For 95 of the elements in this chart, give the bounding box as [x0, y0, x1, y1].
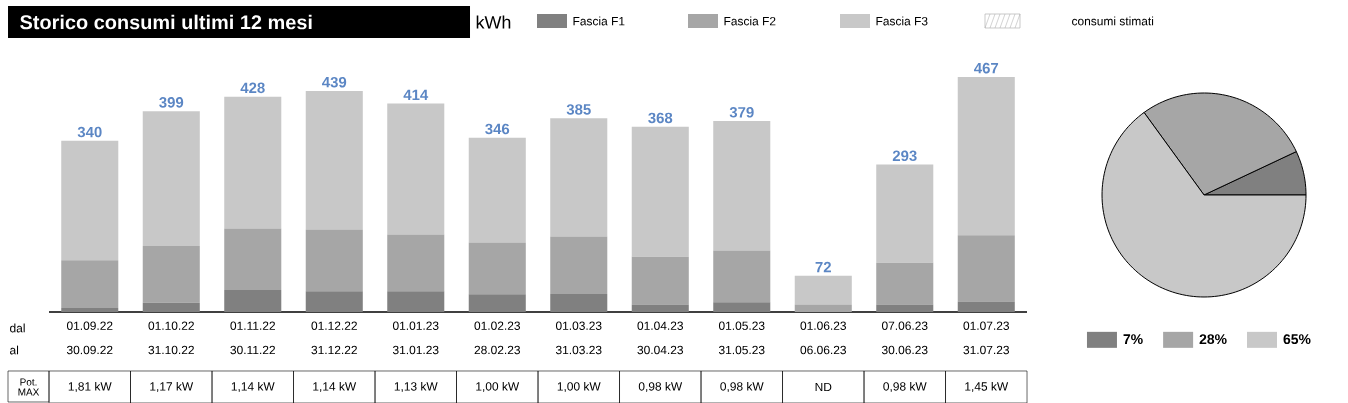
bar: [876, 262, 934, 305]
annotation: 293: [892, 150, 917, 161]
bar: [957, 76, 1015, 236]
legend-label: 7%: [1123, 334, 1143, 344]
annotation: 399: [159, 96, 184, 108]
text: 1,81 kW: [68, 381, 112, 392]
text: ND: [815, 382, 832, 391]
bar: [468, 137, 526, 243]
x-tick-label: 01.09.22: [66, 321, 113, 330]
text: 06.06.23: [800, 345, 847, 355]
text: 0,98 kW: [883, 381, 927, 392]
bar: [876, 304, 934, 312]
bar: [142, 302, 200, 312]
text: 30.09.22: [66, 345, 113, 355]
bar: [224, 289, 282, 312]
text: 31.12.22: [311, 345, 357, 355]
bar: [957, 301, 1015, 312]
bar: [713, 250, 771, 303]
legend-label: 65%: [1283, 334, 1311, 344]
annotation: 346: [485, 123, 510, 135]
x-tick-label: 01.06.23: [800, 321, 847, 330]
bar: [794, 275, 852, 305]
legend-label: Fascia F2: [724, 16, 776, 26]
text: 28.02.23: [474, 345, 521, 355]
annotation: 340: [77, 126, 102, 138]
x-tick-label: 01.12.22: [311, 321, 357, 330]
x-tick-label: 01.05.23: [718, 321, 765, 330]
annotation: 428: [240, 82, 265, 93]
text: al: [10, 345, 19, 355]
text: 0,98 kW: [720, 381, 764, 392]
bar: [61, 260, 119, 308]
x-tick-label: 01.01.23: [392, 321, 439, 330]
bar: [142, 111, 200, 246]
y-axis-title: kWh: [476, 15, 511, 29]
bar: [957, 235, 1015, 302]
text: 31.07.23: [963, 345, 1010, 355]
text: 31.03.23: [555, 345, 602, 355]
annotation: 414: [403, 89, 429, 100]
text: dal: [10, 323, 25, 333]
text: 1,14 kW: [313, 381, 357, 392]
text: 1,45 kW: [965, 381, 1009, 392]
annotation: 439: [322, 76, 347, 88]
text: 1,14 kW: [231, 381, 275, 392]
annotation: 379: [729, 106, 754, 118]
legend-label: Fascia F1: [573, 16, 625, 26]
annotation: 368: [648, 112, 673, 124]
bar: [876, 164, 934, 263]
bar: [224, 96, 282, 229]
bar: [468, 294, 526, 312]
bar: [142, 245, 200, 303]
text: 0,98 kW: [638, 381, 683, 392]
bar: [631, 126, 689, 257]
bar: [387, 234, 445, 292]
bar: [305, 229, 363, 292]
text: 30.06.23: [881, 345, 928, 355]
chart-title: Storico consumi ultimi 12 mesi: [20, 14, 312, 30]
bar: [713, 302, 771, 312]
text: 31.01.23: [392, 345, 439, 355]
bar: [794, 304, 852, 312]
text: 1,13 kW: [394, 381, 438, 392]
x-tick-label: 01.04.23: [637, 321, 684, 330]
x-tick-label: 01.11.22: [230, 321, 275, 330]
annotation: 467: [974, 62, 999, 74]
bar: [631, 304, 689, 312]
annotation: 385: [566, 104, 591, 115]
text: 31.10.22: [148, 345, 194, 355]
bar: [61, 140, 119, 261]
legend-label: Fascia F3: [876, 16, 928, 26]
text: consumi stimati: [1072, 16, 1154, 26]
bar: [387, 103, 445, 235]
bar: [550, 118, 608, 237]
text: 31.05.23: [718, 345, 765, 355]
text: 1,00 kW: [557, 381, 601, 392]
text: 30.04.23: [637, 345, 684, 355]
annotation: 72: [815, 261, 831, 273]
text: Pot. MAX: [18, 378, 40, 396]
bar: [305, 291, 363, 312]
x-tick-label: 01.07.23: [963, 321, 1010, 330]
text: 30.11.22: [230, 345, 275, 355]
x-tick-label: 07.06.23: [881, 321, 928, 330]
bar: [387, 291, 445, 312]
x-tick-label: 01.10.22: [148, 321, 194, 330]
bar: [61, 307, 119, 312]
bar: [224, 228, 282, 290]
bar: [550, 236, 608, 294]
bar: [713, 120, 771, 251]
bar: [631, 256, 689, 305]
bar: [550, 293, 608, 312]
legend-label: 28%: [1199, 334, 1227, 344]
x-tick-label: 01.03.23: [555, 321, 602, 330]
text: 1,17 kW: [150, 381, 194, 392]
bar: [305, 90, 363, 230]
text: 1,00 kW: [476, 381, 520, 392]
bar: [468, 242, 526, 295]
x-tick-label: 01.02.23: [474, 321, 521, 330]
